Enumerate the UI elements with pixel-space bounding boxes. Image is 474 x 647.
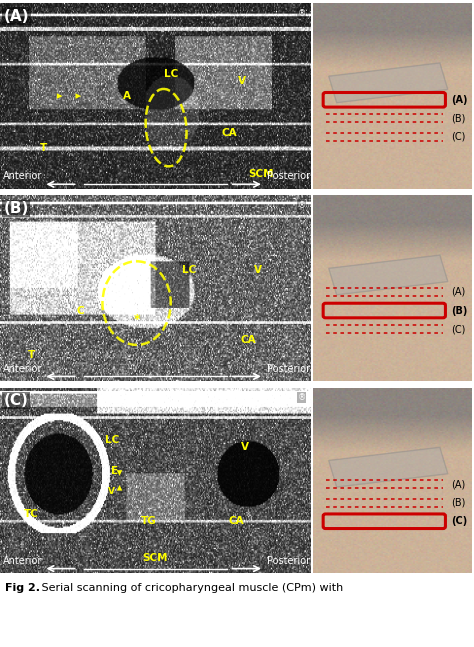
- Text: Posterior: Posterior: [267, 171, 310, 182]
- Text: Serial scanning of cricopharyngeal muscle (CPm) with: Serial scanning of cricopharyngeal muscl…: [38, 584, 344, 593]
- Text: C: C: [77, 305, 84, 316]
- Text: (B): (B): [451, 113, 465, 124]
- Text: LC: LC: [164, 69, 178, 79]
- Text: (C): (C): [451, 324, 465, 334]
- Text: ®: ®: [298, 393, 306, 402]
- Polygon shape: [329, 63, 448, 103]
- Text: (A): (A): [451, 479, 465, 489]
- Text: SCM: SCM: [248, 169, 273, 179]
- Text: LC: LC: [182, 265, 197, 275]
- Text: (C): (C): [451, 132, 465, 142]
- Text: Posterior: Posterior: [267, 556, 310, 566]
- Text: V: V: [108, 487, 115, 496]
- Text: T: T: [27, 350, 35, 360]
- Text: Anterior: Anterior: [3, 171, 43, 182]
- Text: CA: CA: [228, 516, 244, 526]
- Text: V: V: [254, 265, 262, 275]
- Text: (C): (C): [4, 393, 28, 408]
- Text: (A): (A): [451, 95, 467, 105]
- Text: Anterior: Anterior: [3, 364, 43, 374]
- Text: ®: ®: [298, 9, 306, 18]
- Text: (A): (A): [4, 9, 29, 24]
- Text: CA: CA: [241, 335, 256, 345]
- Text: LC: LC: [105, 435, 119, 444]
- Text: Anterior: Anterior: [3, 556, 43, 566]
- Text: CA: CA: [222, 128, 237, 138]
- Text: TG: TG: [141, 516, 157, 526]
- Text: (C): (C): [451, 516, 467, 526]
- Text: ®: ®: [298, 201, 306, 210]
- Polygon shape: [329, 255, 448, 295]
- Text: V: V: [238, 76, 246, 86]
- Text: Posterior: Posterior: [267, 364, 310, 374]
- Text: *: *: [133, 313, 140, 326]
- Text: V: V: [241, 442, 249, 452]
- Text: (B): (B): [451, 498, 465, 508]
- Text: SCM: SCM: [143, 553, 168, 564]
- Text: A: A: [123, 91, 131, 101]
- Text: E: E: [111, 466, 118, 476]
- Text: (B): (B): [451, 305, 467, 316]
- Text: T: T: [40, 143, 47, 153]
- Text: (B): (B): [4, 201, 29, 216]
- Text: Fig 2.: Fig 2.: [5, 584, 40, 593]
- Text: (A): (A): [451, 287, 465, 297]
- Text: TC: TC: [24, 509, 38, 519]
- Polygon shape: [329, 447, 448, 487]
